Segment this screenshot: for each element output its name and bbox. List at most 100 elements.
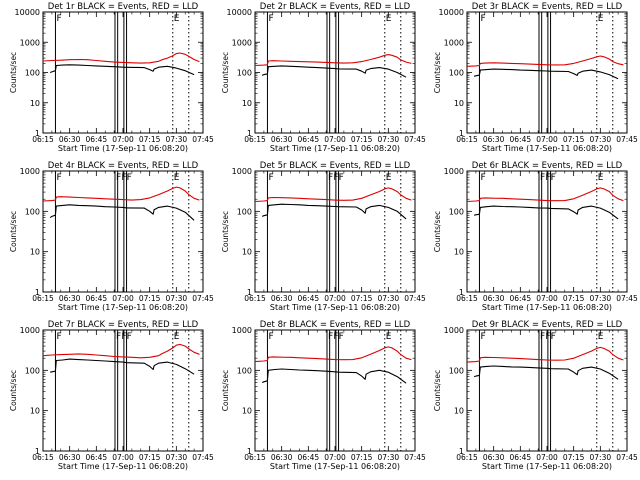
- x-tick-label: 06:15: [244, 294, 266, 303]
- y-tick-label: 100: [449, 207, 464, 216]
- events-series-line: [49, 358, 195, 375]
- x-tick-label: 07:00: [112, 135, 134, 144]
- x-tick-label: 06:30: [59, 294, 81, 303]
- x-tick-label: 07:45: [404, 453, 426, 462]
- y-tick-label: 1: [247, 288, 252, 297]
- panel-title: Det 9r BLACK = Events, RED = LLD: [472, 320, 623, 330]
- x-tick-label: 06:15: [32, 135, 54, 144]
- flag-marker-label: E: [174, 14, 180, 24]
- events-series-line: [473, 205, 619, 220]
- y-tick-label: 10000: [227, 8, 252, 17]
- x-tick-label: 07:15: [351, 453, 373, 462]
- x-tick-label: 06:30: [271, 294, 293, 303]
- flag-marker-label: F: [268, 332, 273, 342]
- panel-title: Det 1r BLACK = Events, RED = LLD: [48, 2, 199, 12]
- flag-marker-label: F: [480, 332, 485, 342]
- flag-marker-label: E: [598, 14, 604, 24]
- x-tick-label: 07:15: [563, 135, 585, 144]
- panel-title: Det 8r BLACK = Events, RED = LLD: [260, 320, 411, 330]
- flag-marker-label: F: [333, 173, 338, 183]
- detector-panel: Det 4r BLACK = Events, RED = LLD Counts/s…: [9, 161, 214, 312]
- y-tick-label: 100: [237, 69, 252, 78]
- x-axis-label: Start Time (17-Sep-11 06:08:20): [482, 462, 612, 471]
- x-tick-label: 07:15: [139, 135, 161, 144]
- y-tick-label: 100: [25, 366, 40, 375]
- lld-series-line: [254, 346, 412, 363]
- y-tick-label: 10: [30, 407, 40, 416]
- y-axis-label: Counts/sec: [433, 52, 442, 93]
- x-tick-label: 07:15: [351, 294, 373, 303]
- x-tick-label: 07:45: [404, 294, 426, 303]
- y-tick-label: 100: [25, 69, 40, 78]
- plot-frame: [42, 329, 204, 452]
- x-tick-label: 06:30: [483, 135, 505, 144]
- x-tick-label: 07:30: [590, 135, 612, 144]
- flag-marker-label: F: [339, 173, 344, 183]
- x-tick-label: 06:30: [483, 453, 505, 462]
- flag-marker-label: F: [268, 173, 273, 183]
- y-axis-label: Counts/sec: [9, 52, 18, 93]
- flag-marker-label: F: [480, 173, 485, 183]
- y-tick-label: 10: [454, 407, 464, 416]
- events-series-line: [473, 365, 619, 380]
- flag-marker-label: F: [121, 332, 126, 342]
- x-tick-label: 06:30: [59, 135, 81, 144]
- detector-panel: Det 7r BLACK = Events, RED = LLD Counts/s…: [9, 320, 214, 471]
- x-tick-label: 07:15: [563, 453, 585, 462]
- lld-series-line: [466, 55, 624, 67]
- y-tick-label: 100: [25, 207, 40, 216]
- events-series-line: [49, 204, 195, 221]
- x-tick-label: 07:15: [351, 135, 373, 144]
- flag-marker-label: E: [598, 173, 604, 183]
- y-tick-label: 1: [35, 288, 40, 297]
- lld-series-line: [254, 54, 412, 67]
- x-tick-label: 06:30: [271, 453, 293, 462]
- x-axis-label: Start Time (17-Sep-11 06:08:20): [58, 144, 188, 153]
- detector-panel: Det 9r BLACK = Events, RED = LLD Counts/s…: [433, 320, 638, 471]
- x-tick-label: 06:15: [244, 135, 266, 144]
- x-axis-label: Start Time (17-Sep-11 06:08:20): [58, 303, 188, 312]
- x-tick-label: 06:30: [483, 294, 505, 303]
- flag-marker-label: F: [56, 173, 61, 183]
- x-tick-label: 07:45: [616, 294, 638, 303]
- flag-marker-label: F: [268, 14, 273, 24]
- y-tick-label: 10: [454, 248, 464, 257]
- x-tick-label: 06:45: [86, 135, 108, 144]
- y-tick-label: 100: [237, 207, 252, 216]
- flag-marker-label: F: [116, 332, 121, 342]
- flag-marker-label: F: [116, 173, 121, 183]
- x-tick-label: 07:00: [324, 135, 346, 144]
- y-tick-label: 1: [35, 129, 40, 138]
- y-tick-label: 10000: [15, 8, 40, 17]
- flag-marker-label: F: [127, 332, 132, 342]
- panel-title: Det 3r BLACK = Events, RED = LLD: [472, 2, 623, 12]
- x-tick-label: 07:45: [616, 135, 638, 144]
- x-tick-label: 07:00: [536, 453, 558, 462]
- y-tick-label: 1: [35, 447, 40, 456]
- y-tick-label: 1: [247, 129, 252, 138]
- y-tick-label: 1000: [444, 167, 464, 176]
- y-tick-label: 100: [449, 366, 464, 375]
- x-tick-label: 07:00: [536, 294, 558, 303]
- x-tick-label: 06:30: [271, 135, 293, 144]
- x-tick-label: 07:00: [324, 453, 346, 462]
- x-tick-label: 07:30: [590, 294, 612, 303]
- y-tick-label: 10: [30, 99, 40, 108]
- x-tick-label: 07:15: [139, 453, 161, 462]
- flag-marker-label: F: [480, 14, 485, 24]
- x-tick-label: 07:30: [166, 135, 188, 144]
- flag-marker-label: F: [328, 173, 333, 183]
- detector-panel: Det 8r BLACK = Events, RED = LLD Counts/s…: [221, 320, 426, 471]
- x-tick-label: 06:15: [244, 453, 266, 462]
- y-tick-label: 10: [242, 99, 252, 108]
- flag-marker-label: E: [598, 332, 604, 342]
- lld-series-line: [466, 346, 624, 363]
- flag-marker-label: E: [174, 173, 180, 183]
- y-axis-label: Counts/sec: [221, 370, 230, 411]
- y-tick-label: 10000: [439, 8, 464, 17]
- flag-marker-label: F: [328, 332, 333, 342]
- x-tick-label: 07:30: [378, 294, 400, 303]
- y-axis-label: Counts/sec: [433, 211, 442, 252]
- x-tick-label: 07:30: [166, 453, 188, 462]
- y-tick-label: 1: [459, 129, 464, 138]
